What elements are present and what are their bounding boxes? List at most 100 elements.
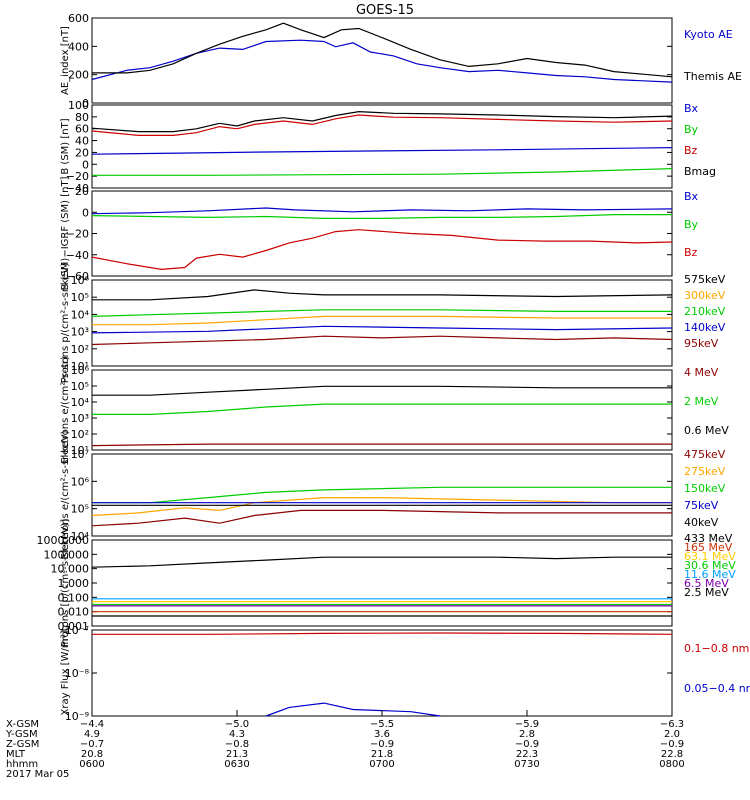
x-axis-row-label: Y-GSM	[5, 729, 38, 740]
x-axis-value: −0.8	[225, 739, 249, 750]
y-tick-label: 10⁵	[71, 503, 89, 516]
legend-label: 275keV	[684, 465, 726, 478]
x-axis-value: −0.9	[515, 739, 539, 750]
y-tick-label: 10⁷	[71, 448, 89, 461]
x-axis-value: −4.4	[80, 719, 104, 730]
legend-label: By	[684, 123, 699, 136]
series-line-575keV	[92, 289, 673, 301]
legend-label: 575keV	[684, 273, 726, 286]
panel-3: −60 −40 −20 0 20 B (SM)−IGRF (SM) [nT] Bx By Bz	[60, 176, 699, 290]
legend-label: Kyoto AE	[684, 28, 733, 41]
y-tick-label: 10⁻⁸	[65, 667, 90, 680]
y-tick-label: −20	[66, 228, 89, 241]
series-line-Bz	[91, 229, 673, 271]
y-axis-label: Electrons e/(cm²-s-sr-keV)	[60, 430, 71, 559]
x-axis-value: −5.0	[225, 719, 249, 730]
date-label: 2017 Mar 05	[6, 769, 69, 780]
y-tick-label: −40	[66, 182, 89, 195]
x-axis-value: −5.9	[515, 719, 539, 730]
y-tick-label: −20	[66, 170, 89, 183]
series-line-0.1−0.8 nm	[92, 632, 673, 635]
y-tick-label: 0.100	[58, 591, 90, 604]
y-tick-label: 20	[75, 185, 89, 198]
legend-label: By	[684, 218, 699, 231]
series-line-150keV	[92, 486, 672, 504]
x-axis-value: −0.7	[80, 739, 104, 750]
y-tick-label: 10⁵	[71, 380, 89, 393]
y-tick-label: 400	[68, 40, 89, 53]
x-axis-value: 3.6	[374, 729, 390, 740]
series-line-95keV	[91, 335, 673, 346]
x-axis-value: 21.3	[226, 749, 248, 760]
series-line-By	[91, 214, 672, 219]
y-tick-label: 600	[68, 12, 89, 25]
y-tick-label: 10⁶	[71, 274, 90, 287]
series-line-By	[92, 168, 673, 176]
series-line-475keV	[91, 509, 672, 527]
series-line-Themis AE	[92, 22, 673, 78]
x-axis-value: 2.0	[664, 729, 680, 740]
legend-label: Bz	[684, 144, 698, 157]
series-line-210keV	[91, 309, 672, 317]
x-axis-row-label: hhmm	[6, 759, 38, 770]
y-tick-label: 0.010	[58, 606, 90, 619]
x-axis-value: 22.8	[661, 749, 683, 760]
y-tick-label: 100	[68, 99, 89, 112]
y-axis-label: B (SM) [nT]	[60, 118, 71, 174]
y-tick-label: 10⁴	[71, 530, 90, 543]
y-tick-label: 10⁶	[71, 364, 90, 377]
legend-label: Bz	[684, 246, 698, 259]
y-axis-label: Xray Flux [W/m²]	[60, 630, 71, 715]
y-tick-label: 10⁻⁷	[65, 624, 89, 637]
panel-frame	[91, 190, 673, 277]
y-tick-label: 200	[68, 69, 89, 82]
series-line-300keV	[92, 315, 672, 326]
y-tick-label: 1000.000	[37, 534, 90, 547]
legend-label: Bx	[684, 190, 699, 203]
x-axis-row-label: MLT	[6, 749, 26, 760]
y-axis-label: Electrons e/(cm²-s-sr)	[60, 356, 71, 464]
series-line-Bx	[91, 207, 673, 215]
legend-label: Themis AE	[683, 70, 742, 83]
panel-frame	[91, 104, 673, 189]
x-axis-value: −6.3	[660, 719, 684, 730]
y-tick-label: 10¹	[71, 444, 89, 457]
series-line-Bmag	[91, 110, 673, 133]
x-axis-value: 21.8	[371, 749, 393, 760]
y-tick-label: 20	[75, 146, 89, 159]
x-axis-value: 22.3	[516, 749, 538, 760]
x-axis-value: 2.8	[519, 729, 535, 740]
y-axis-label: Protons p/(cm²-s-sr-keV)	[60, 263, 71, 384]
y-tick-label: −60	[66, 270, 89, 283]
legend-label: 2.5 MeV	[684, 586, 729, 599]
x-axis-value: −5.5	[370, 719, 394, 730]
x-axis-value: −0.9	[370, 739, 394, 750]
panel-frame	[91, 453, 673, 537]
y-tick-label: 100.000	[44, 548, 90, 561]
y-tick-label: −40	[66, 249, 89, 262]
y-tick-label: 10⁵	[71, 291, 89, 304]
y-tick-label: 0	[82, 97, 89, 110]
y-tick-label: 10⁴	[71, 308, 90, 321]
legend-label: 75keV	[684, 499, 719, 512]
panel-frame	[91, 279, 673, 367]
y-tick-label: 10⁴	[71, 396, 90, 409]
x-axis-value: 0800	[659, 759, 684, 770]
x-axis-value: 0700	[369, 759, 394, 770]
series-line-Bx	[91, 147, 673, 155]
series-line-4 MeV	[91, 443, 672, 447]
series-line-2 MeV	[92, 403, 672, 415]
y-tick-label: 10⁶	[71, 475, 90, 488]
y-tick-label: 0	[82, 206, 89, 219]
panel-frame	[91, 369, 673, 451]
legend-label: 210keV	[684, 305, 726, 318]
y-tick-label: 10³	[71, 412, 89, 425]
panel-frame	[91, 17, 673, 104]
x-axis-value: −0.9	[660, 739, 684, 750]
